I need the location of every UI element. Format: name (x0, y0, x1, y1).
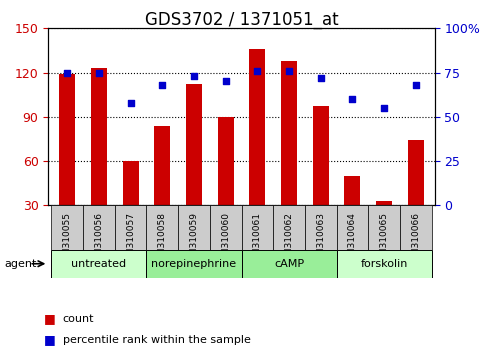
Text: cAMP: cAMP (274, 259, 304, 269)
Text: ■: ■ (43, 312, 55, 325)
Bar (376, 201, 392, 250)
Bar (186, 84, 202, 250)
Text: GSM310059: GSM310059 (189, 212, 199, 267)
FancyBboxPatch shape (305, 205, 337, 250)
Text: GSM310062: GSM310062 (284, 212, 294, 267)
Text: GSM310065: GSM310065 (380, 212, 388, 267)
Text: GSM310057: GSM310057 (126, 212, 135, 267)
Bar (218, 117, 234, 250)
FancyBboxPatch shape (146, 250, 242, 278)
Point (127, 100, 134, 105)
Text: GSM310056: GSM310056 (95, 212, 103, 267)
Bar (91, 68, 107, 250)
Bar (408, 141, 424, 250)
Bar (155, 126, 170, 250)
Text: GSM310063: GSM310063 (316, 212, 325, 267)
Point (190, 73, 198, 79)
FancyBboxPatch shape (52, 250, 146, 278)
FancyBboxPatch shape (210, 205, 242, 250)
FancyBboxPatch shape (115, 205, 146, 250)
Text: forskolin: forskolin (360, 259, 408, 269)
FancyBboxPatch shape (337, 205, 368, 250)
Point (254, 68, 261, 74)
Point (380, 105, 388, 111)
Text: GSM310066: GSM310066 (411, 212, 420, 267)
Bar (281, 61, 297, 250)
FancyBboxPatch shape (368, 205, 400, 250)
Point (222, 79, 229, 84)
FancyBboxPatch shape (178, 205, 210, 250)
Text: GSM310060: GSM310060 (221, 212, 230, 267)
Point (63, 70, 71, 75)
FancyBboxPatch shape (242, 205, 273, 250)
Text: percentile rank within the sample: percentile rank within the sample (63, 335, 251, 345)
Bar (313, 107, 328, 250)
Bar (59, 74, 75, 250)
FancyBboxPatch shape (83, 205, 115, 250)
FancyBboxPatch shape (52, 205, 83, 250)
Point (95, 70, 103, 75)
Text: ■: ■ (43, 333, 55, 346)
Point (317, 75, 325, 81)
Bar (249, 49, 265, 250)
Point (285, 68, 293, 74)
Text: agent: agent (5, 259, 37, 269)
Text: GDS3702 / 1371051_at: GDS3702 / 1371051_at (145, 11, 338, 29)
Text: GSM310055: GSM310055 (63, 212, 72, 267)
Bar (123, 161, 139, 250)
Text: GSM310058: GSM310058 (158, 212, 167, 267)
FancyBboxPatch shape (242, 250, 337, 278)
Bar (344, 176, 360, 250)
Point (412, 82, 420, 88)
Text: count: count (63, 314, 94, 324)
Text: GSM310064: GSM310064 (348, 212, 357, 267)
Text: GSM310061: GSM310061 (253, 212, 262, 267)
FancyBboxPatch shape (400, 205, 431, 250)
Point (158, 82, 166, 88)
FancyBboxPatch shape (273, 205, 305, 250)
FancyBboxPatch shape (337, 250, 431, 278)
Text: norepinephrine: norepinephrine (152, 259, 237, 269)
Point (349, 96, 356, 102)
Text: untreated: untreated (71, 259, 127, 269)
FancyBboxPatch shape (146, 205, 178, 250)
